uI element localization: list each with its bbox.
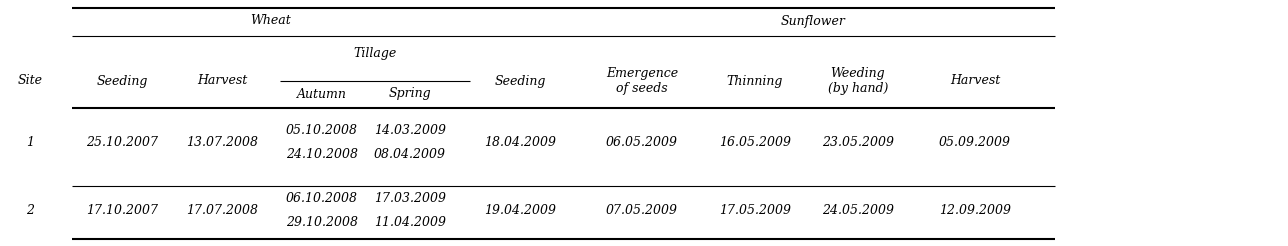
Text: Spring: Spring — [389, 88, 431, 101]
Text: 2: 2 — [26, 204, 33, 217]
Text: 11.04.2009: 11.04.2009 — [374, 215, 446, 229]
Text: Harvest: Harvest — [197, 75, 247, 88]
Text: Wheat: Wheat — [251, 15, 291, 28]
Text: 05.10.2008: 05.10.2008 — [286, 124, 358, 138]
Text: 06.05.2009: 06.05.2009 — [605, 136, 677, 149]
Text: Sunflower: Sunflower — [781, 15, 846, 28]
Text: Tillage: Tillage — [353, 46, 397, 60]
Text: 08.04.2009: 08.04.2009 — [374, 148, 446, 160]
Text: 17.03.2009: 17.03.2009 — [374, 193, 446, 205]
Text: 25.10.2007: 25.10.2007 — [86, 136, 158, 149]
Text: Emergence
of seeds: Emergence of seeds — [605, 67, 677, 95]
Text: 14.03.2009: 14.03.2009 — [374, 124, 446, 138]
Text: Thinning: Thinning — [726, 75, 783, 88]
Text: 23.05.2009: 23.05.2009 — [822, 136, 894, 149]
Text: 13.07.2008: 13.07.2008 — [185, 136, 258, 149]
Text: 17.07.2008: 17.07.2008 — [185, 204, 258, 217]
Text: 19.04.2009: 19.04.2009 — [484, 204, 556, 217]
Text: 1: 1 — [26, 136, 33, 149]
Text: 18.04.2009: 18.04.2009 — [484, 136, 556, 149]
Text: 29.10.2008: 29.10.2008 — [286, 215, 358, 229]
Text: 12.09.2009: 12.09.2009 — [939, 204, 1011, 217]
Text: 24.10.2008: 24.10.2008 — [286, 148, 358, 160]
Text: Weeding
(by hand): Weeding (by hand) — [828, 67, 889, 95]
Text: 07.05.2009: 07.05.2009 — [605, 204, 677, 217]
Text: Site: Site — [18, 75, 43, 88]
Text: 17.05.2009: 17.05.2009 — [719, 204, 791, 217]
Text: 06.10.2008: 06.10.2008 — [286, 193, 358, 205]
Text: Harvest: Harvest — [949, 75, 999, 88]
Text: 24.05.2009: 24.05.2009 — [822, 204, 894, 217]
Text: 16.05.2009: 16.05.2009 — [719, 136, 791, 149]
Text: Seeding: Seeding — [495, 75, 546, 88]
Text: 05.09.2009: 05.09.2009 — [939, 136, 1011, 149]
Text: Seeding: Seeding — [97, 75, 148, 88]
Text: 17.10.2007: 17.10.2007 — [86, 204, 158, 217]
Text: Autumn: Autumn — [298, 88, 346, 101]
